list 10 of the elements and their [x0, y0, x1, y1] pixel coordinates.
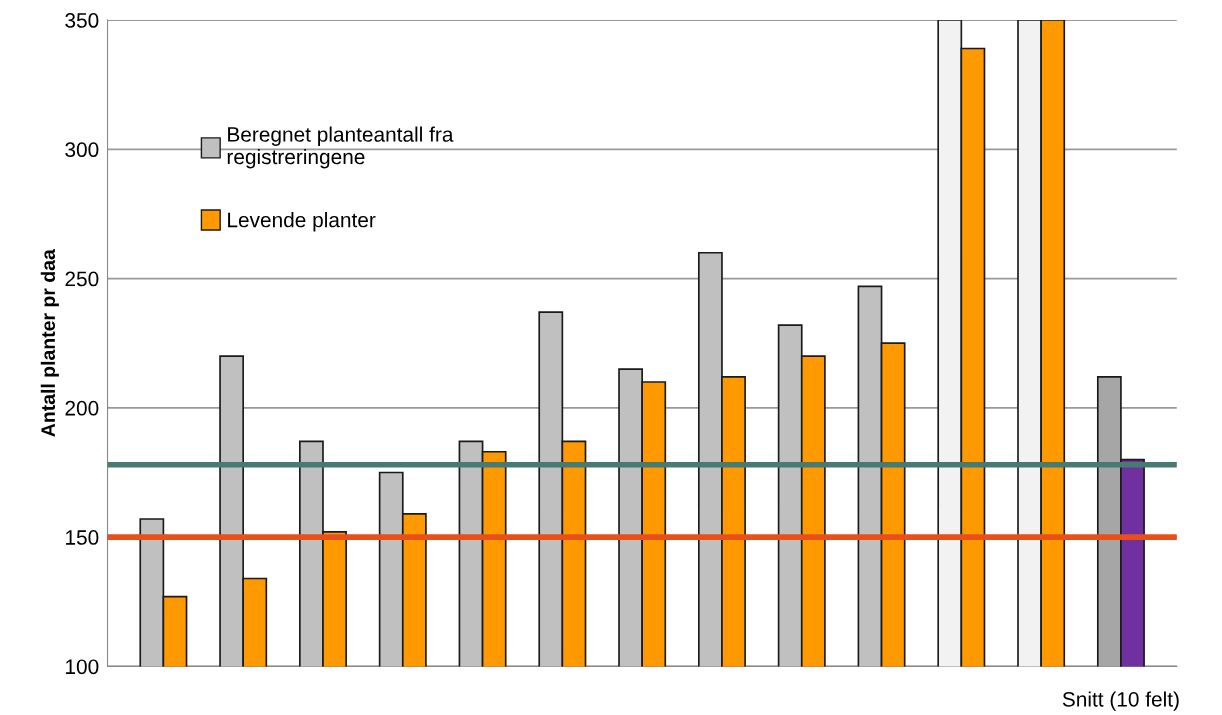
y-tick-label: 300 — [65, 142, 99, 158]
legend-label: Beregnet planteantall fra registreringene — [227, 126, 454, 169]
x-tick-label: Snitt (10 felt) — [1062, 691, 1179, 711]
legend-label: Levende planter — [228, 212, 376, 232]
y-tick-label: 250 — [65, 271, 99, 287]
y-axis-title: Antall planter pr daa — [40, 249, 59, 437]
y-tick-label: 350 — [65, 13, 99, 28]
y-tick-label: 100 — [66, 659, 99, 675]
y-tick-label: 150 — [66, 530, 99, 545]
y-tick-label: 200 — [65, 400, 99, 416]
